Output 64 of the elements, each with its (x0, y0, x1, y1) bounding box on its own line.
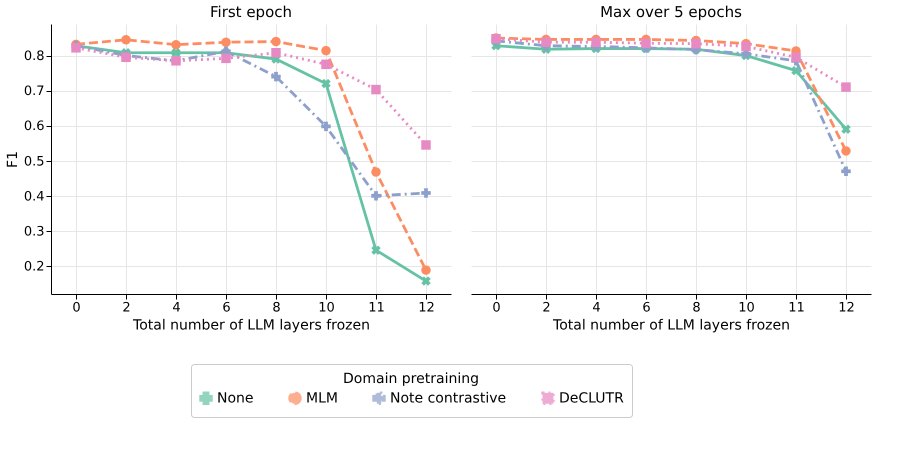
point (221, 54, 231, 64)
y-tick-label: 0.4 (24, 189, 44, 204)
legend-title: Domain pretraining (343, 371, 479, 387)
point (421, 188, 431, 198)
point (171, 40, 181, 50)
point (271, 72, 281, 82)
x-tick-label: 11 (788, 300, 805, 316)
x-tick-label: 2 (122, 300, 131, 316)
point (841, 124, 851, 134)
legend-label: Note contrastive (390, 390, 506, 406)
point (691, 38, 701, 48)
y-tick-label: 0.6 (24, 119, 44, 134)
x-tick-label: 8 (692, 300, 701, 316)
point (321, 122, 331, 132)
y-axis-title: F1 (4, 151, 21, 168)
point (371, 167, 381, 177)
x-tick-label: 10 (738, 300, 755, 316)
point (741, 42, 751, 52)
point (541, 37, 551, 47)
point (841, 146, 851, 156)
point (421, 265, 431, 275)
x-tick-label: 0 (492, 300, 501, 316)
x-tick-label: 0 (72, 300, 81, 316)
point (371, 84, 381, 94)
point (371, 191, 381, 201)
point (841, 82, 851, 92)
point (421, 140, 431, 150)
x-tick-label: 12 (418, 300, 435, 316)
x-axis-title: Total number of LLM layers frozen (132, 318, 370, 334)
x-tick-label: 2 (542, 300, 551, 316)
point (221, 38, 231, 47)
point (591, 37, 601, 47)
point (641, 38, 651, 48)
x-tick-label: 12 (838, 300, 855, 316)
y-tick-label: 0.2 (24, 259, 44, 274)
legend-label: None (217, 390, 254, 406)
y-tick-label: 0.7 (24, 84, 44, 100)
point (791, 66, 801, 76)
x-tick-label: 4 (592, 300, 601, 316)
legend-label: MLM (306, 390, 338, 406)
point (371, 245, 381, 255)
point (321, 78, 331, 88)
point (421, 276, 431, 286)
point (321, 46, 331, 56)
x-tick-label: 10 (318, 300, 335, 316)
y-tick-label: 0.5 (24, 154, 44, 170)
x-tick-label: 6 (222, 300, 231, 316)
point (791, 52, 801, 62)
chart-title: Max over 5 epochs (600, 3, 742, 21)
y-tick-label: 0.3 (24, 224, 44, 240)
x-tick-label: 4 (172, 300, 181, 316)
point (841, 166, 851, 176)
point (321, 60, 331, 70)
x-tick-label: 11 (368, 300, 385, 316)
x-tick-label: 6 (642, 300, 651, 316)
point (121, 35, 131, 45)
point (71, 43, 81, 53)
point (271, 48, 281, 58)
x-tick-label: 8 (272, 300, 281, 316)
chart-title: First epoch (210, 3, 292, 21)
legend-label: DeCLUTR (559, 390, 624, 406)
x-axis-title: Total number of LLM layers frozen (552, 318, 790, 334)
point (271, 36, 281, 46)
y-tick-label: 0.8 (24, 49, 44, 64)
